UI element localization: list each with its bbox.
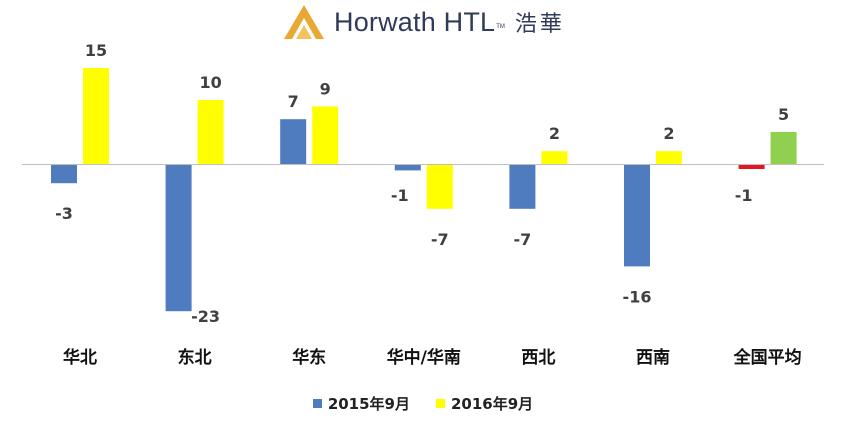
category-label-6: 全国平均 xyxy=(733,347,802,368)
legend-item-2016: 2016年9月 xyxy=(436,393,533,414)
legend-label-2015: 2015年9月 xyxy=(327,395,410,413)
bar-2016-1 xyxy=(197,100,224,164)
value-label-2016-3: -7 xyxy=(431,230,449,249)
value-label-2016-5: 2 xyxy=(663,124,674,143)
category-label-1: 东北 xyxy=(178,347,212,368)
logo: Horwath HTL TM 浩華 xyxy=(282,2,565,42)
legend-item-2015: 2015年9月 xyxy=(312,393,410,414)
bar-2016-0 xyxy=(83,68,109,164)
category-label-2: 华东 xyxy=(292,347,326,368)
value-label-2015-4: -7 xyxy=(514,230,532,249)
bar-2015-6 xyxy=(738,164,765,169)
bar-chart: -3 15 华北 -23 10 东北 7 9 华东 -1 -7 华中/华南 -7 2 西北 -16 2 西南 -1 5… xyxy=(22,41,824,368)
bar-2016-3 xyxy=(426,164,453,209)
bar-2015-4 xyxy=(509,164,536,209)
value-label-2016-1: 10 xyxy=(199,73,221,92)
brand-name: Horwath HTL xyxy=(334,6,496,37)
category-label-4: 西北 xyxy=(521,348,555,368)
value-label-2015-2: 7 xyxy=(288,92,299,111)
bar-2015-0 xyxy=(51,164,77,184)
category-label-3: 华中/华南 xyxy=(387,347,461,368)
legend-swatch-2016 xyxy=(436,399,445,408)
category-label-5: 西南 xyxy=(636,347,670,368)
value-label-2015-3: -1 xyxy=(391,186,409,205)
bar-2016-5 xyxy=(656,151,682,164)
value-label-2015-0: -3 xyxy=(55,204,73,223)
value-label-2015-1: -23 xyxy=(191,307,220,326)
bar-2016-4 xyxy=(541,151,568,164)
value-label-2016-2: 9 xyxy=(320,79,331,98)
legend-swatch-2015 xyxy=(312,399,322,408)
legend: 2015年9月 2016年9月 xyxy=(0,393,846,414)
legend-label-2016: 2016年9月 xyxy=(451,395,534,413)
trademark-mark: TM xyxy=(496,24,505,30)
value-label-2015-5: -16 xyxy=(623,287,652,306)
brand-name-chinese: 浩華 xyxy=(514,12,565,37)
value-label-2016-0: 15 xyxy=(85,41,107,60)
value-label-2015-6: -1 xyxy=(735,186,753,205)
bar-2016-2 xyxy=(312,106,339,164)
bar-2015-2 xyxy=(280,119,307,164)
bar-2015-3 xyxy=(394,164,421,171)
bar-2015-1 xyxy=(165,164,192,312)
value-label-2016-6: 5 xyxy=(778,105,789,124)
bar-2016-6 xyxy=(770,132,797,164)
category-label-0: 华北 xyxy=(63,347,97,368)
horwath-logo-icon xyxy=(284,5,324,39)
bar-2015-5 xyxy=(624,164,650,267)
value-label-2016-4: 2 xyxy=(549,124,560,143)
